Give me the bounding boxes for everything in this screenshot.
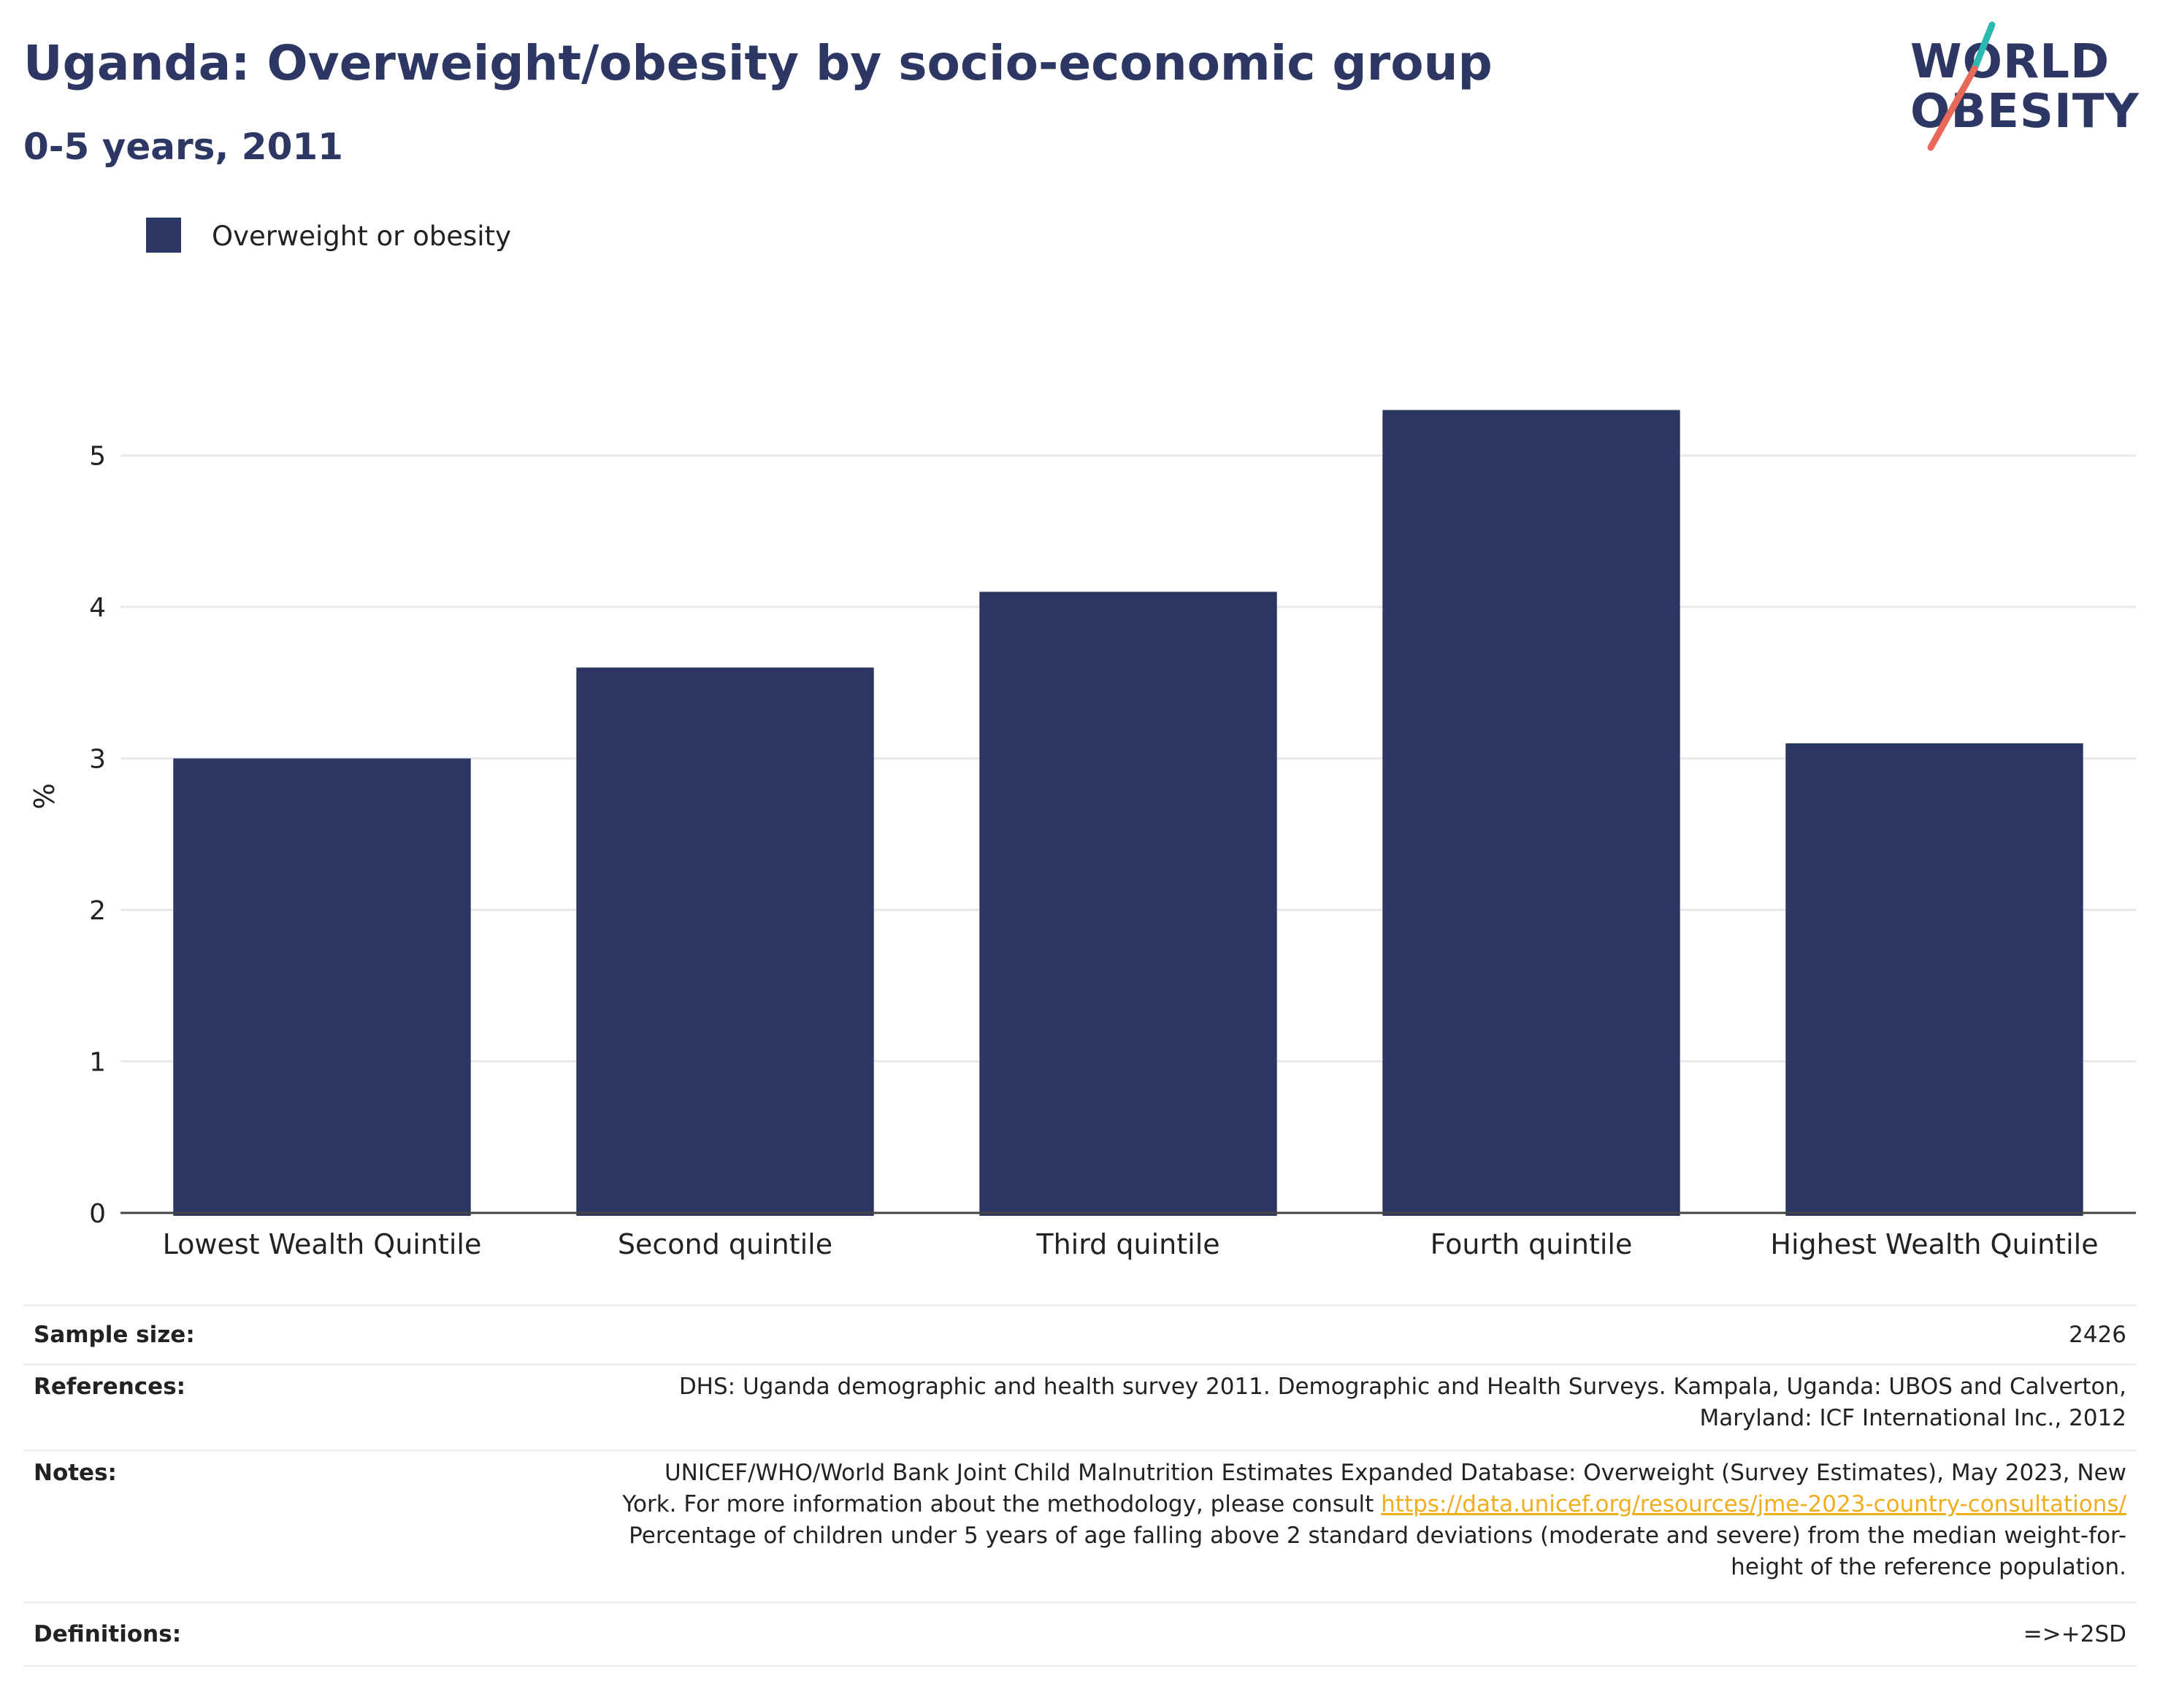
y-tick-label: 3	[89, 745, 106, 775]
sample-size-row: Sample size: 2426	[23, 1304, 2137, 1363]
y-tick-label: 1	[89, 1048, 106, 1078]
references-value: DHS: Uganda demographic and health surve…	[679, 1371, 2137, 1449]
y-axis-label: %	[28, 783, 61, 809]
references-line-1: DHS: Uganda demographic and health surve…	[678, 1374, 2126, 1400]
definitions-row: Definitions: =>+2SD	[23, 1601, 2137, 1667]
y-tick-label: 0	[89, 1199, 106, 1229]
legend-label: Overweight or obesity	[212, 221, 511, 252]
notes-line-2: York. For more information about the met…	[622, 1489, 2126, 1520]
notes-line-3: Percentage of children under 5 years of …	[629, 1523, 2126, 1549]
bar	[576, 667, 874, 1216]
notes-row: Notes: UNICEF/WHO/World Bank Joint Child…	[23, 1449, 2137, 1601]
sample-size-label: Sample size:	[34, 1322, 195, 1348]
notes-label: Notes:	[34, 1460, 117, 1486]
x-tick-label: Highest Wealth Quintile	[1770, 1228, 2098, 1260]
chart-title: Uganda: Overweight/obesity by socio-econ…	[23, 35, 1493, 91]
definitions-value: =>+2SD	[2023, 1620, 2126, 1647]
bar	[173, 758, 471, 1216]
bar	[1785, 743, 2083, 1216]
references-line-2: Maryland: ICF International Inc., 2012	[1699, 1405, 2126, 1431]
notes-value: UNICEF/WHO/World Bank Joint Child Malnut…	[622, 1458, 2137, 1601]
methodology-link[interactable]: https://data.unicef.org/resources/jme-20…	[1381, 1491, 2126, 1517]
x-tick-label: Third quintile	[1035, 1228, 1219, 1260]
x-tick-label: Lowest Wealth Quintile	[163, 1228, 482, 1260]
notes-line-4: height of the reference population.	[1731, 1554, 2126, 1580]
y-tick-label: 2	[89, 896, 106, 926]
legend-swatch	[146, 218, 181, 253]
chart-subtitle: 0-5 years, 2011	[23, 126, 343, 168]
bar	[979, 591, 1277, 1216]
bar	[1382, 410, 1680, 1216]
bar-chart: 0 1 2 3 4 5% Lowest Wealth Quintile Second quin…	[28, 410, 2136, 1260]
logo-slash-icon	[1927, 21, 1996, 151]
sample-size-value: 2426	[2069, 1321, 2126, 1348]
world-obesity-logo: WORLD OBESITY	[1899, 20, 2147, 159]
logo-line-1: WORLD	[1910, 35, 2110, 89]
notes-line-1: UNICEF/WHO/World Bank Joint Child Malnut…	[664, 1460, 2126, 1486]
x-tick-label: Second quintile	[618, 1228, 832, 1260]
x-tick-label: Fourth quintile	[1431, 1228, 1633, 1260]
references-row: References: DHS: Uganda demographic and …	[23, 1363, 2137, 1449]
notes-line-2-text: York. For more information about the met…	[622, 1491, 1374, 1517]
definitions-label: Definitions:	[34, 1621, 182, 1647]
metadata-table: Sample size: 2426 References: DHS: Ugand…	[23, 1304, 2137, 1667]
y-tick-label: 4	[89, 593, 106, 623]
references-label: References:	[34, 1374, 186, 1400]
y-tick-label: 5	[89, 442, 106, 472]
